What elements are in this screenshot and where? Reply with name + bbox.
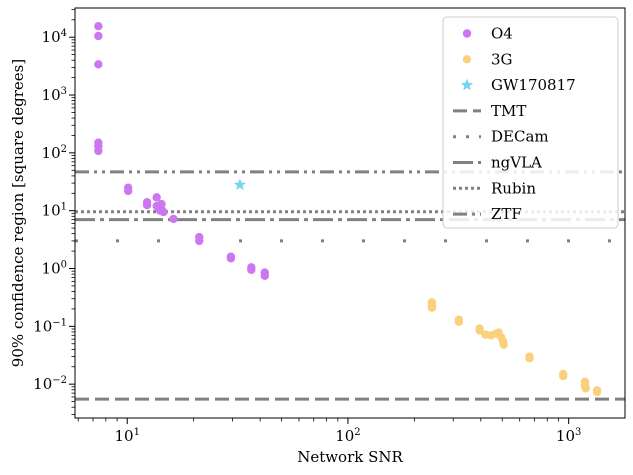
data-point-o4	[94, 31, 103, 41]
data-point-3g	[427, 303, 437, 312]
data-point-o4	[142, 200, 152, 210]
data-point-o4	[260, 271, 269, 280]
data-point-o4	[94, 146, 103, 156]
legend-entries: O4 3G GW170817 TMT DECam ngVLA Rubin ZTF	[453, 25, 576, 223]
x-axis-title: Network SNR	[297, 448, 403, 466]
data-point-3g	[475, 326, 484, 335]
y-tick-label: 103	[42, 86, 67, 104]
data-point-o4	[226, 254, 236, 263]
x-tick-label: 103	[556, 427, 581, 445]
data-point-3g	[499, 340, 508, 349]
data-point-3g	[559, 371, 568, 381]
legend-label: Rubin	[491, 179, 536, 197]
legend-entry-rubin: Rubin	[453, 179, 536, 197]
legend-label: O4	[491, 25, 513, 43]
data-point-o4	[195, 236, 204, 246]
tick-labels: 101 102 103 10−2 10−1 100 101 102 103 104	[33, 28, 581, 445]
legend-circle-marker	[462, 55, 472, 64]
y-tick-label: 100	[42, 260, 67, 278]
data-point-3g	[581, 384, 590, 393]
legend-entry-gw170817: GW170817	[460, 76, 576, 94]
legend-box	[442, 16, 619, 229]
legend-label: ngVLA	[491, 154, 542, 172]
data-point-3g	[454, 317, 464, 326]
data-point-3g	[592, 387, 602, 397]
legend-entry-decam: DECam	[453, 128, 549, 146]
legend-label: GW170817	[491, 76, 576, 94]
legend-label: DECam	[491, 128, 549, 146]
legend-entry-ztf: ZTF	[453, 205, 522, 223]
legend-entry-o4: O4	[462, 25, 513, 43]
data-points	[94, 22, 602, 397]
legend-entry-3g: 3G	[462, 50, 513, 68]
y-tick-label: 10−2	[33, 375, 67, 393]
legend-label: TMT	[491, 102, 526, 120]
data-point-o4	[94, 22, 103, 31]
legend-label: ZTF	[491, 205, 522, 223]
legend-label: 3G	[491, 50, 513, 68]
legend-entry-ngvla: ngVLA	[453, 154, 542, 172]
data-point-o4	[94, 60, 103, 69]
data-point-gw170817	[233, 178, 247, 191]
x-tick-label: 101	[114, 427, 139, 445]
y-tick-label: 104	[42, 28, 67, 46]
data-point-o4	[169, 214, 178, 224]
y-tick-label: 10−1	[33, 317, 67, 335]
legend-entry-tmt: TMT	[453, 102, 526, 120]
y-axis-title: 90% confidence region [square degrees]	[9, 59, 27, 367]
legend-star-marker	[460, 78, 474, 91]
data-point-o4	[247, 265, 256, 275]
data-point-o4	[152, 193, 161, 202]
series-3g	[427, 298, 602, 397]
x-tick-label: 102	[335, 427, 360, 445]
axis-ticks	[69, 9, 570, 424]
legend-circle-marker	[462, 29, 472, 38]
data-point-o4	[123, 186, 133, 196]
data-point-3g	[525, 354, 534, 363]
legend: O4 3G GW170817 TMT DECam ngVLA Rubin ZTF	[442, 16, 619, 229]
series-o4	[94, 22, 269, 280]
y-tick-label: 102	[42, 144, 67, 162]
y-tick-label: 101	[42, 202, 67, 220]
data-point-o4	[159, 207, 168, 217]
series-gw170817	[233, 178, 247, 191]
